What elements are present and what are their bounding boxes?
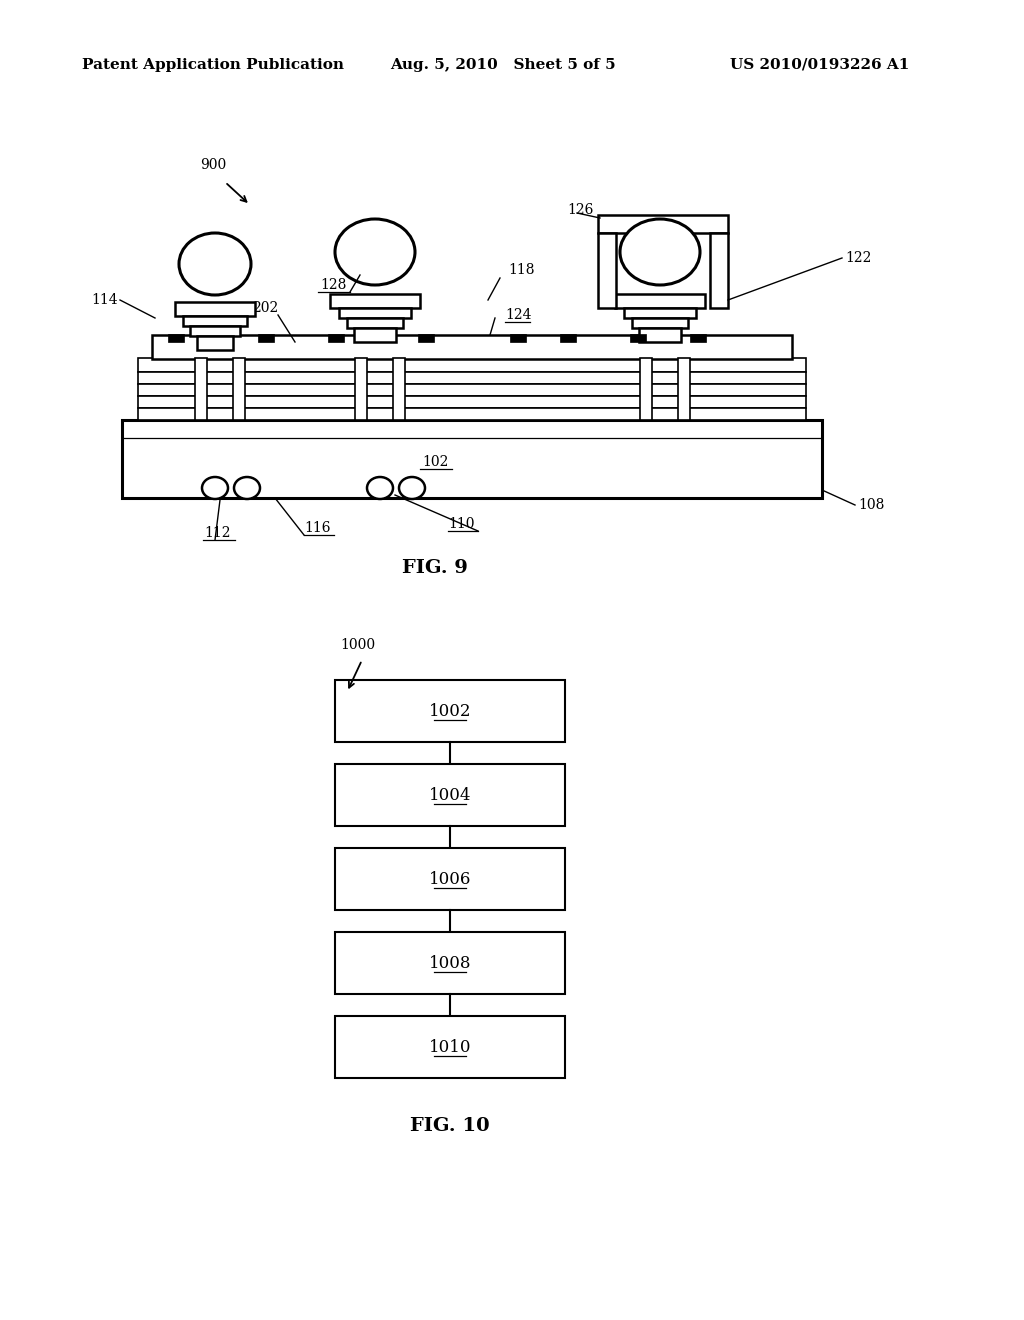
Bar bbox=[175, 302, 255, 315]
Text: 118: 118 bbox=[508, 263, 535, 277]
Text: 1002: 1002 bbox=[429, 702, 471, 719]
Bar bbox=[233, 358, 245, 420]
Bar bbox=[190, 326, 240, 337]
Bar bbox=[354, 327, 396, 342]
Bar bbox=[152, 335, 792, 359]
Text: 1006: 1006 bbox=[429, 870, 471, 887]
Bar bbox=[632, 318, 688, 327]
Bar bbox=[138, 358, 806, 372]
Bar bbox=[122, 420, 822, 498]
Bar bbox=[335, 680, 565, 742]
Text: 128: 128 bbox=[319, 279, 346, 292]
Bar bbox=[138, 372, 806, 384]
Ellipse shape bbox=[202, 477, 228, 499]
Bar bbox=[138, 384, 806, 396]
Bar bbox=[258, 334, 274, 342]
Ellipse shape bbox=[399, 477, 425, 499]
Ellipse shape bbox=[620, 219, 700, 285]
Bar bbox=[355, 358, 367, 420]
Text: 116: 116 bbox=[305, 521, 331, 535]
Bar bbox=[615, 294, 705, 308]
Text: 126: 126 bbox=[567, 203, 593, 216]
Bar bbox=[598, 215, 728, 234]
Bar bbox=[335, 1016, 565, 1078]
Text: 124: 124 bbox=[505, 308, 531, 322]
Text: 1008: 1008 bbox=[429, 954, 471, 972]
Text: 102: 102 bbox=[422, 455, 449, 469]
Text: FIG. 9: FIG. 9 bbox=[402, 558, 468, 577]
Text: 202: 202 bbox=[252, 301, 279, 315]
Bar bbox=[183, 315, 247, 326]
Bar bbox=[510, 334, 526, 342]
Text: 122: 122 bbox=[845, 251, 871, 265]
Bar bbox=[335, 764, 565, 826]
Text: 114: 114 bbox=[92, 293, 119, 308]
Text: Patent Application Publication: Patent Application Publication bbox=[82, 58, 344, 73]
Text: 110: 110 bbox=[449, 517, 475, 531]
Text: 900: 900 bbox=[200, 158, 226, 172]
Bar bbox=[418, 334, 434, 342]
Bar bbox=[335, 847, 565, 909]
Bar bbox=[168, 334, 184, 342]
Text: 1004: 1004 bbox=[429, 787, 471, 804]
Bar bbox=[598, 234, 616, 308]
Bar bbox=[339, 308, 411, 318]
Text: 1010: 1010 bbox=[429, 1039, 471, 1056]
Ellipse shape bbox=[234, 477, 260, 499]
Bar bbox=[710, 234, 728, 308]
Bar bbox=[195, 358, 207, 420]
Text: Aug. 5, 2010   Sheet 5 of 5: Aug. 5, 2010 Sheet 5 of 5 bbox=[390, 58, 615, 73]
Text: FIG. 10: FIG. 10 bbox=[411, 1117, 489, 1135]
Bar bbox=[335, 932, 565, 994]
Bar bbox=[640, 358, 652, 420]
Bar bbox=[330, 294, 420, 308]
Bar bbox=[690, 334, 706, 342]
Bar bbox=[630, 334, 646, 342]
Bar bbox=[393, 358, 406, 420]
Text: 1000: 1000 bbox=[340, 638, 375, 652]
Bar bbox=[138, 396, 806, 408]
Text: 112: 112 bbox=[205, 525, 231, 540]
Bar bbox=[328, 334, 344, 342]
Bar bbox=[560, 334, 575, 342]
Ellipse shape bbox=[179, 234, 251, 294]
Bar bbox=[624, 308, 696, 318]
Bar bbox=[347, 318, 403, 327]
Text: US 2010/0193226 A1: US 2010/0193226 A1 bbox=[730, 58, 909, 73]
Bar bbox=[678, 358, 690, 420]
Bar bbox=[639, 327, 681, 342]
Text: 108: 108 bbox=[858, 498, 885, 512]
Ellipse shape bbox=[335, 219, 415, 285]
Bar bbox=[138, 408, 806, 420]
Ellipse shape bbox=[367, 477, 393, 499]
Bar bbox=[197, 337, 233, 350]
